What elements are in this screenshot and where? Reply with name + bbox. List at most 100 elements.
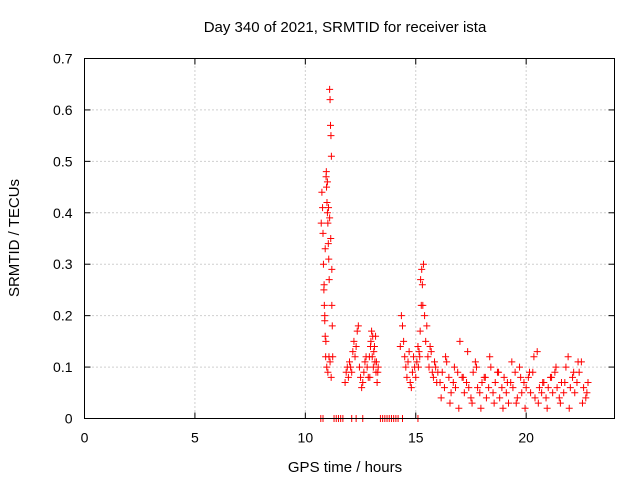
data-point — [351, 353, 359, 361]
data-point — [521, 404, 529, 412]
data-point — [325, 353, 333, 361]
data-point — [368, 327, 376, 335]
data-point — [326, 96, 334, 104]
data-point — [565, 404, 573, 412]
data-point — [437, 394, 445, 402]
data-point — [323, 183, 331, 191]
data-point — [454, 368, 462, 376]
data-point — [357, 373, 365, 381]
y-tick-label: 0.4 — [53, 205, 73, 221]
data-point — [360, 368, 368, 376]
data-point — [549, 389, 557, 397]
data-point — [517, 373, 525, 381]
data-point — [349, 348, 357, 356]
data-point — [446, 399, 454, 407]
data-point — [423, 322, 431, 330]
data-point — [413, 358, 421, 366]
x-tick-label: 20 — [518, 430, 534, 446]
data-point — [508, 358, 516, 366]
data-point — [408, 368, 416, 376]
data-point — [583, 389, 591, 397]
data-point — [571, 389, 579, 397]
data-point — [322, 168, 330, 176]
data-point — [468, 399, 476, 407]
data-point — [327, 373, 335, 381]
data-point — [533, 348, 541, 356]
data-point — [584, 379, 592, 386]
data-point — [476, 389, 484, 397]
data-point — [574, 358, 582, 366]
data-point — [346, 358, 353, 366]
data-point — [450, 363, 458, 371]
data-point — [350, 337, 358, 345]
data-point — [520, 379, 528, 386]
data-point — [418, 265, 426, 273]
data-point — [361, 358, 369, 366]
data-point — [489, 389, 497, 397]
data-point — [396, 343, 404, 350]
data-point — [460, 389, 468, 397]
data-point — [369, 363, 377, 371]
data-point — [323, 363, 331, 371]
y-tick-label: 0.2 — [53, 308, 73, 324]
data-point — [359, 379, 367, 386]
data-point — [431, 358, 439, 366]
y-tick-label: 0.3 — [53, 256, 73, 272]
data-point — [544, 384, 552, 392]
data-point — [530, 353, 538, 361]
data-point — [452, 384, 459, 392]
data-point — [406, 379, 414, 386]
data-point — [542, 394, 550, 402]
data-point — [463, 379, 471, 386]
data-point — [535, 384, 543, 392]
data-point — [560, 389, 568, 397]
data-point — [502, 389, 510, 397]
data-point — [323, 209, 331, 217]
y-tick-label: 0 — [65, 411, 73, 427]
data-point — [505, 399, 512, 407]
x-tick-label: 5 — [191, 430, 199, 446]
data-point — [509, 384, 517, 392]
data-point — [399, 322, 406, 330]
data-point — [417, 276, 425, 284]
data-point — [486, 353, 494, 361]
data-point — [424, 353, 432, 361]
data-point — [321, 332, 329, 340]
data-point — [578, 399, 586, 407]
data-point — [548, 373, 556, 381]
data-point — [538, 389, 546, 397]
grid — [84, 58, 615, 419]
data-point — [582, 394, 590, 402]
data-point — [534, 399, 542, 407]
y-tick-label: 0.1 — [53, 359, 73, 375]
data-point — [467, 394, 475, 402]
chart-title: Day 340 of 2021, SRMTID for receiver ist… — [204, 19, 487, 36]
data-point — [440, 384, 448, 392]
x-tick-label: 0 — [81, 430, 89, 446]
data-point — [561, 379, 569, 386]
data-point — [474, 384, 482, 392]
data-point — [324, 240, 332, 248]
data-point — [570, 368, 578, 376]
y-tick-label: 0.5 — [53, 153, 73, 169]
data-point — [325, 255, 333, 263]
data-point — [556, 399, 564, 407]
data-point — [438, 368, 446, 376]
data-point — [414, 363, 422, 371]
data-point — [469, 368, 477, 376]
data-point — [543, 404, 551, 412]
data-point — [412, 373, 420, 381]
data-point — [324, 368, 332, 376]
data-point — [400, 337, 408, 345]
data-point — [372, 358, 380, 366]
data-point — [503, 379, 511, 386]
data-point — [352, 343, 360, 350]
data-point — [491, 379, 499, 386]
data-point — [421, 312, 429, 320]
data-point — [327, 152, 335, 160]
data-point — [325, 276, 333, 284]
data-point — [407, 384, 415, 392]
data-point — [373, 379, 381, 386]
data-point — [498, 384, 506, 392]
data-point — [327, 235, 335, 242]
